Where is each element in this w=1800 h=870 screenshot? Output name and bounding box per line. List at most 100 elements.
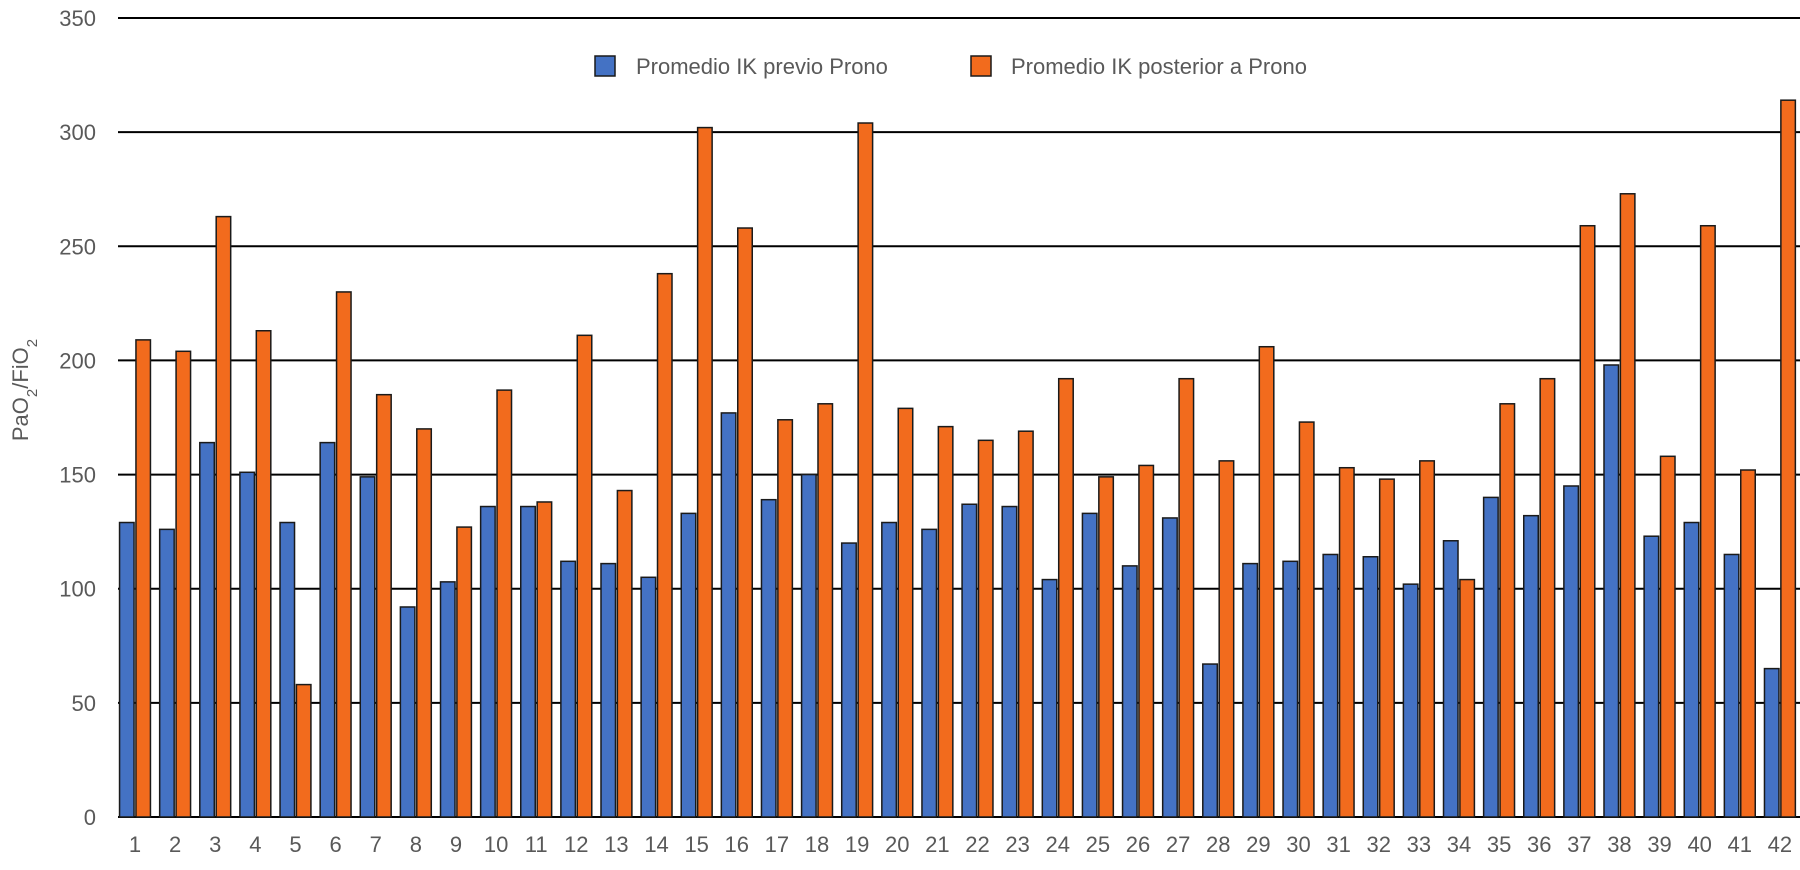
bar-previo-17 [760, 498, 777, 818]
bar-previo-34 [1442, 540, 1459, 818]
bar-posterior-28 [1218, 460, 1235, 818]
bar-previo-38 [1603, 364, 1620, 818]
bar-previo-42 [1763, 667, 1780, 818]
bar-posterior-36 [1539, 377, 1556, 818]
x-tick-label: 19 [845, 832, 869, 857]
bar-previo-12 [560, 560, 577, 818]
bar-previo-19 [840, 542, 857, 818]
bar-previo-37 [1563, 485, 1580, 818]
y-tick-label: 50 [72, 691, 96, 716]
x-tick-label: 20 [885, 832, 909, 857]
x-tick-label: 5 [289, 832, 301, 857]
x-tick-label: 14 [644, 832, 668, 857]
y-axis-title-sub2: 2 [24, 339, 41, 347]
bar-previo-33 [1402, 583, 1419, 818]
y-tick-label: 300 [59, 120, 96, 145]
y-tick-label: 100 [59, 577, 96, 602]
x-tick-label: 21 [925, 832, 949, 857]
bar-posterior-14 [656, 272, 673, 818]
x-tick-label: 26 [1126, 832, 1150, 857]
bar-previo-27 [1161, 517, 1178, 818]
bar-posterior-33 [1419, 460, 1436, 818]
bar-previo-6 [319, 441, 336, 818]
bar-previo-22 [961, 503, 978, 818]
bar-posterior-18 [817, 403, 834, 818]
x-tick-label: 13 [604, 832, 628, 857]
bar-posterior-3 [215, 215, 232, 818]
y-tick-label: 150 [59, 463, 96, 488]
x-tick-labels: 1 2 3 4 5 6 7 8 9 10 11 12 13 14 15 16 17 18 19 20 21 22 23 24 2… [129, 832, 1792, 857]
legend-label-previo: Promedio IK previo Prono [636, 54, 888, 79]
x-tick-label: 18 [805, 832, 829, 857]
x-tick-label: 33 [1407, 832, 1431, 857]
x-tick-label: 34 [1447, 832, 1471, 857]
bar-previo-20 [881, 521, 898, 818]
x-tick-label: 16 [725, 832, 749, 857]
x-tick-label: 35 [1487, 832, 1511, 857]
bar-posterior-26 [1138, 464, 1155, 818]
legend: Promedio IK previo Prono Promedio IK pos… [594, 54, 1307, 79]
y-axis-title-sub1: 2 [24, 389, 41, 397]
bar-previo-8 [399, 606, 416, 818]
bar-posterior-23 [1017, 430, 1034, 818]
x-tick-label: 41 [1728, 832, 1752, 857]
y-axis-title-mid: /FiO [8, 347, 33, 389]
x-tick-label: 1 [129, 832, 141, 857]
bar-posterior-31 [1338, 466, 1355, 818]
bar-posterior-13 [616, 489, 633, 818]
y-tick-label: 0 [84, 805, 96, 830]
bar-previo-3 [199, 441, 216, 818]
bar-posterior-2 [175, 350, 192, 818]
bar-previo-39 [1643, 535, 1660, 818]
bar-posterior-11 [536, 501, 553, 818]
bar-previo-2 [158, 528, 175, 818]
bar-previo-16 [720, 412, 737, 818]
y-tick-label: 200 [59, 348, 96, 373]
bar-posterior-35 [1499, 403, 1516, 818]
bar-posterior-5 [295, 683, 312, 818]
bar-posterior-4 [255, 330, 272, 818]
bar-previo-29 [1242, 562, 1259, 818]
grid-layer [118, 17, 1800, 818]
x-tick-label: 42 [1768, 832, 1792, 857]
bar-posterior-37 [1579, 224, 1596, 818]
bar-posterior-19 [857, 122, 874, 818]
bar-posterior-27 [1178, 377, 1195, 818]
x-tick-label: 30 [1286, 832, 1310, 857]
x-tick-label: 15 [684, 832, 708, 857]
bar-previo-5 [279, 521, 296, 818]
legend-swatch-posterior [970, 55, 992, 77]
bar-previo-18 [800, 473, 817, 818]
bar-previo-32 [1362, 556, 1379, 818]
bar-posterior-10 [496, 389, 513, 818]
bar-previo-1 [118, 521, 135, 818]
bar-posterior-30 [1298, 421, 1315, 818]
x-tick-label: 25 [1086, 832, 1110, 857]
bar-previo-21 [921, 528, 938, 818]
bar-previo-40 [1683, 521, 1700, 818]
x-tick-label: 8 [410, 832, 422, 857]
bar-previo-13 [600, 562, 617, 818]
x-tick-label: 28 [1206, 832, 1230, 857]
legend-label-posterior: Promedio IK posterior a Prono [1011, 54, 1307, 79]
bar-previo-7 [359, 476, 376, 818]
x-tick-label: 32 [1366, 832, 1390, 857]
bar-previo-24 [1041, 578, 1058, 818]
bar-previo-36 [1523, 514, 1539, 818]
y-axis-title-base: PaO [8, 397, 33, 441]
bar-previo-26 [1121, 565, 1138, 818]
bar-previo-9 [439, 581, 456, 818]
x-tick-label: 17 [765, 832, 789, 857]
bar-posterior-22 [977, 439, 994, 818]
x-tick-label: 12 [564, 832, 588, 857]
bar-previo-35 [1482, 496, 1499, 818]
bar-previo-25 [1081, 512, 1098, 818]
x-tick-label: 3 [209, 832, 221, 857]
bar-previo-10 [479, 505, 496, 818]
bar-posterior-40 [1699, 224, 1716, 818]
bar-posterior-41 [1740, 469, 1756, 818]
x-tick-label: 11 [525, 832, 548, 857]
x-tick-label: 29 [1246, 832, 1270, 857]
